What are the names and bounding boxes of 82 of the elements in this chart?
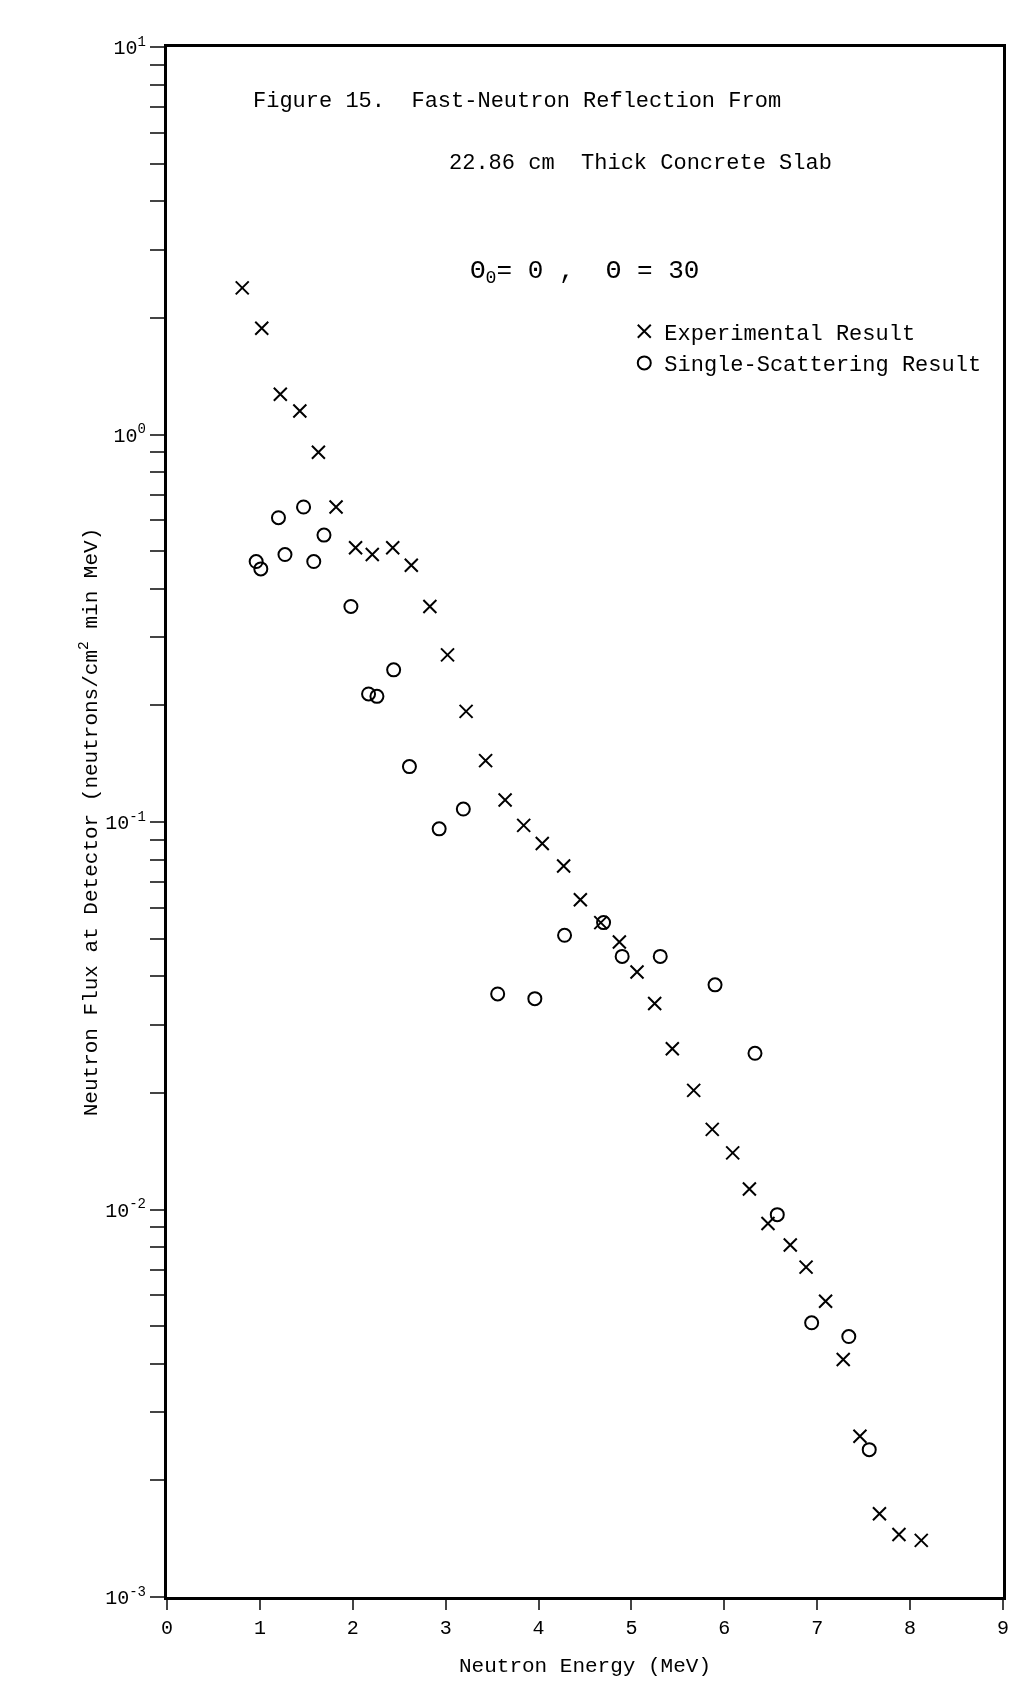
point <box>891 1526 907 1542</box>
point <box>296 499 312 515</box>
point <box>490 986 506 1002</box>
point <box>852 1428 868 1444</box>
point <box>253 561 269 577</box>
point <box>629 964 645 980</box>
x-tick-label: 2 <box>346 1617 359 1640</box>
point <box>611 934 627 950</box>
point <box>704 1121 720 1137</box>
point <box>798 1259 814 1275</box>
point <box>664 1041 680 1057</box>
point <box>328 499 344 515</box>
point <box>572 892 588 908</box>
point <box>431 821 447 837</box>
point <box>527 991 543 1007</box>
point <box>556 858 572 874</box>
x-tick-label: 8 <box>904 1617 917 1640</box>
y-tick-label: 10$^{-3}$ <box>105 1583 146 1610</box>
point <box>455 801 471 817</box>
point <box>254 320 270 336</box>
x-tick-label: 9 <box>996 1617 1010 1640</box>
x-tick-label: 1 <box>253 1617 266 1640</box>
text: 22.86 cm Thick Concrete Slab <box>449 151 832 176</box>
point <box>769 1207 785 1223</box>
point <box>401 759 417 775</box>
point <box>386 662 402 678</box>
y-tick-label: 10$^{0}$ <box>113 421 146 448</box>
point <box>760 1216 776 1232</box>
point <box>647 996 663 1012</box>
point <box>497 792 513 808</box>
point <box>741 1181 757 1197</box>
point <box>234 280 250 296</box>
point <box>818 1293 834 1309</box>
point <box>277 547 293 563</box>
y-tick-label: 10$^{-2}$ <box>105 1196 146 1223</box>
legend-label: Single-Scattering Result <box>664 353 982 379</box>
point <box>310 444 326 460</box>
point <box>841 1329 857 1345</box>
point <box>652 948 668 964</box>
x-tick-label: 3 <box>439 1617 452 1640</box>
point <box>782 1237 798 1253</box>
point <box>478 753 494 769</box>
point <box>804 1315 820 1331</box>
point <box>316 527 332 543</box>
point <box>534 836 550 852</box>
point <box>557 927 573 943</box>
point <box>725 1145 741 1161</box>
point <box>343 598 359 614</box>
point <box>440 647 456 663</box>
point <box>516 817 532 833</box>
point <box>369 688 385 704</box>
x-axis-title: Neutron Energy (MeV) <box>458 1655 712 1678</box>
x-tick-label: 4 <box>532 1617 545 1640</box>
point <box>292 403 308 419</box>
point <box>686 1082 702 1098</box>
point <box>248 554 264 570</box>
x-tick-label: 7 <box>811 1617 824 1640</box>
annotation: Θ$_{0}$= 0 , Θ = 30 <box>470 256 700 289</box>
point <box>871 1506 887 1522</box>
point <box>270 510 286 526</box>
y-tick-label: 10$^{-1}$ <box>105 808 146 835</box>
point <box>458 703 474 719</box>
point <box>306 554 322 570</box>
point <box>747 1045 763 1061</box>
text: Figure 15. Fast-Neutron Reflection From <box>253 89 782 114</box>
legend-label: Experimental Result <box>664 321 916 347</box>
point <box>422 598 438 614</box>
point <box>361 686 377 702</box>
x-tick-label: 6 <box>718 1617 731 1640</box>
x-tick-label: 0 <box>160 1617 174 1640</box>
y-tick-label: 10$^{1}$ <box>113 33 146 60</box>
point <box>861 1442 877 1458</box>
point <box>364 547 380 563</box>
point <box>272 386 288 402</box>
point <box>707 977 723 993</box>
point <box>614 948 630 964</box>
point <box>403 557 419 573</box>
point <box>913 1532 929 1548</box>
point <box>835 1352 851 1368</box>
x-tick-label: 5 <box>625 1617 638 1640</box>
point <box>348 540 364 556</box>
point <box>385 540 401 556</box>
